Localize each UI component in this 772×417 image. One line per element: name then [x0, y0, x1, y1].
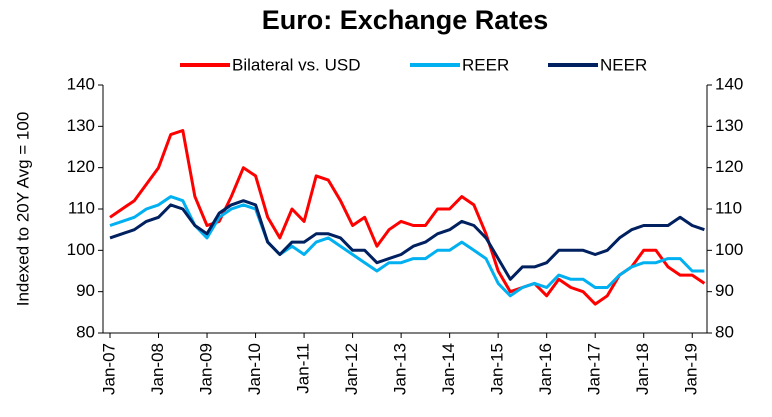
x-tick-label: Jan-09 — [197, 343, 216, 395]
legend-label: NEER — [600, 55, 647, 74]
series-line — [109, 199, 705, 281]
series-line — [109, 195, 705, 298]
x-tick-label: Jan-08 — [148, 343, 167, 395]
y2-tick-label: 80 — [715, 322, 734, 341]
x-tick-label: Jan-10 — [245, 343, 264, 395]
y-tick-label: 100 — [67, 240, 95, 259]
x-tick-label: Jan-14 — [439, 343, 458, 395]
series-line — [109, 129, 706, 306]
legend-label: REER — [462, 55, 509, 74]
y2-tick-label: 140 — [715, 74, 743, 93]
y-tick-label: 140 — [67, 74, 95, 93]
y-tick-label: 90 — [76, 281, 95, 300]
y-tick-label: 80 — [76, 322, 95, 341]
y-axis-label: Indexed to 20Y Avg = 100 — [13, 112, 32, 307]
x-tick-label: Jan-15 — [488, 343, 507, 395]
y2-tick-label: 110 — [715, 198, 742, 217]
x-tick-label: Jan-07 — [99, 343, 118, 395]
x-tick-label: Jan-16 — [536, 343, 555, 395]
y-tick-label: 110 — [68, 198, 95, 217]
y2-tick-label: 130 — [715, 116, 743, 135]
y-tick-label: 130 — [67, 116, 95, 135]
y-tick-label: 120 — [67, 157, 95, 176]
legend-label: Bilateral vs. USD — [232, 55, 360, 74]
x-tick-label: Jan-11 — [294, 343, 313, 394]
x-tick-label: Jan-13 — [391, 343, 410, 395]
x-tick-label: Jan-12 — [342, 343, 361, 395]
y2-tick-label: 120 — [715, 157, 743, 176]
y2-tick-label: 100 — [715, 240, 743, 259]
x-tick-label: Jan-17 — [585, 343, 604, 395]
x-tick-label: Jan-18 — [633, 343, 652, 395]
y2-tick-label: 90 — [715, 281, 734, 300]
x-tick-label: Jan-19 — [682, 343, 701, 395]
chart-title: Euro: Exchange Rates — [262, 5, 549, 35]
